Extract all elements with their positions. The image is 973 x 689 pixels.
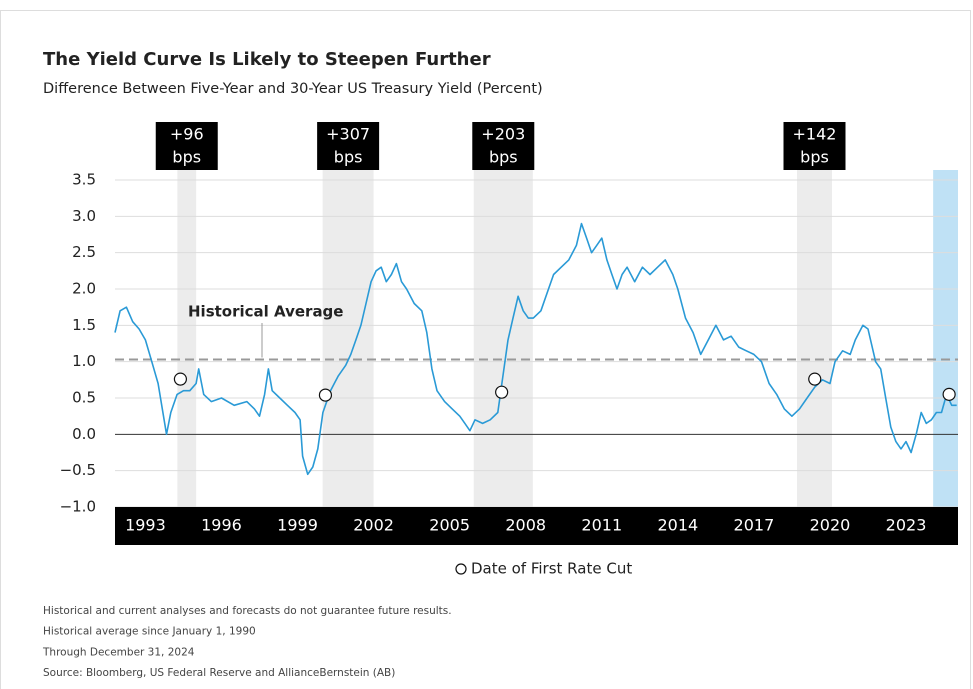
x-tick-label: 1999 — [277, 516, 318, 535]
x-tick-label: 2011 — [581, 516, 622, 535]
y-tick-label: −0.5 — [60, 461, 96, 479]
legend-marker — [455, 563, 467, 575]
y-tick-label: 1.5 — [72, 316, 96, 334]
average-label: Historical Average — [188, 303, 343, 321]
annotation-label: bps — [172, 148, 201, 167]
annotation-box — [155, 122, 218, 170]
x-tick-label: 2017 — [734, 516, 775, 535]
footnote: Through December 31, 2024 — [42, 646, 195, 658]
y-tick-label: 3.5 — [72, 171, 96, 189]
x-tick-label: 2008 — [505, 516, 546, 535]
y-tick-label: 0.0 — [72, 425, 96, 443]
y-tick-label: 2.5 — [72, 243, 96, 261]
frame — [0, 10, 971, 689]
shaded-period — [177, 170, 197, 507]
rate-cut-marker — [495, 385, 509, 399]
x-tick-label: 1993 — [125, 516, 166, 535]
annotation-label: +203 — [481, 125, 525, 144]
y-tick-label: 2.0 — [72, 280, 96, 298]
rate-cut-marker — [942, 387, 956, 401]
footnote: Historical and current analyses and fore… — [43, 605, 452, 617]
x-tick-label: 2005 — [429, 516, 470, 535]
x-tick-label: 1996 — [201, 516, 242, 535]
y-tick-label: −1.0 — [60, 498, 96, 516]
annotation-label: +142 — [793, 125, 837, 144]
footnote: Source: Bloomberg, US Federal Reserve an… — [43, 667, 395, 679]
legend-label: Date of First Rate Cut — [471, 560, 632, 578]
x-tick-label: 2002 — [353, 516, 394, 535]
shaded-period — [322, 170, 374, 507]
x-tick-label: 2020 — [810, 516, 851, 535]
shaded-period — [473, 170, 533, 507]
current-period — [933, 170, 958, 507]
rate-cut-marker — [173, 372, 188, 386]
x-tick-label: 2023 — [886, 516, 927, 535]
y-tick-label: 3.0 — [72, 207, 96, 225]
annotation-box — [783, 122, 846, 170]
y-tick-label: 1.0 — [72, 352, 96, 370]
annotation-label: bps — [489, 148, 518, 167]
annotation-label: +307 — [326, 125, 370, 144]
yield-line — [114, 222, 957, 476]
chart-subtitle: Difference Between Five-Year and 30-Year… — [43, 81, 543, 97]
x-tick-label: 2014 — [657, 516, 698, 535]
annotation-box — [472, 122, 535, 170]
rate-cut-marker — [808, 372, 822, 386]
footnote: Historical average since January 1, 1990 — [43, 626, 256, 638]
y-tick-label: 0.5 — [72, 389, 96, 407]
x-axis-band — [115, 507, 958, 545]
annotation-label: bps — [334, 148, 363, 167]
shaded-period — [797, 170, 832, 507]
chart-title: The Yield Curve Is Likely to Steepen Fur… — [43, 49, 491, 70]
annotation-label: bps — [800, 148, 829, 167]
annotation-label: +96 — [170, 125, 204, 144]
annotation-box — [317, 122, 380, 170]
rate-cut-marker — [318, 388, 333, 402]
